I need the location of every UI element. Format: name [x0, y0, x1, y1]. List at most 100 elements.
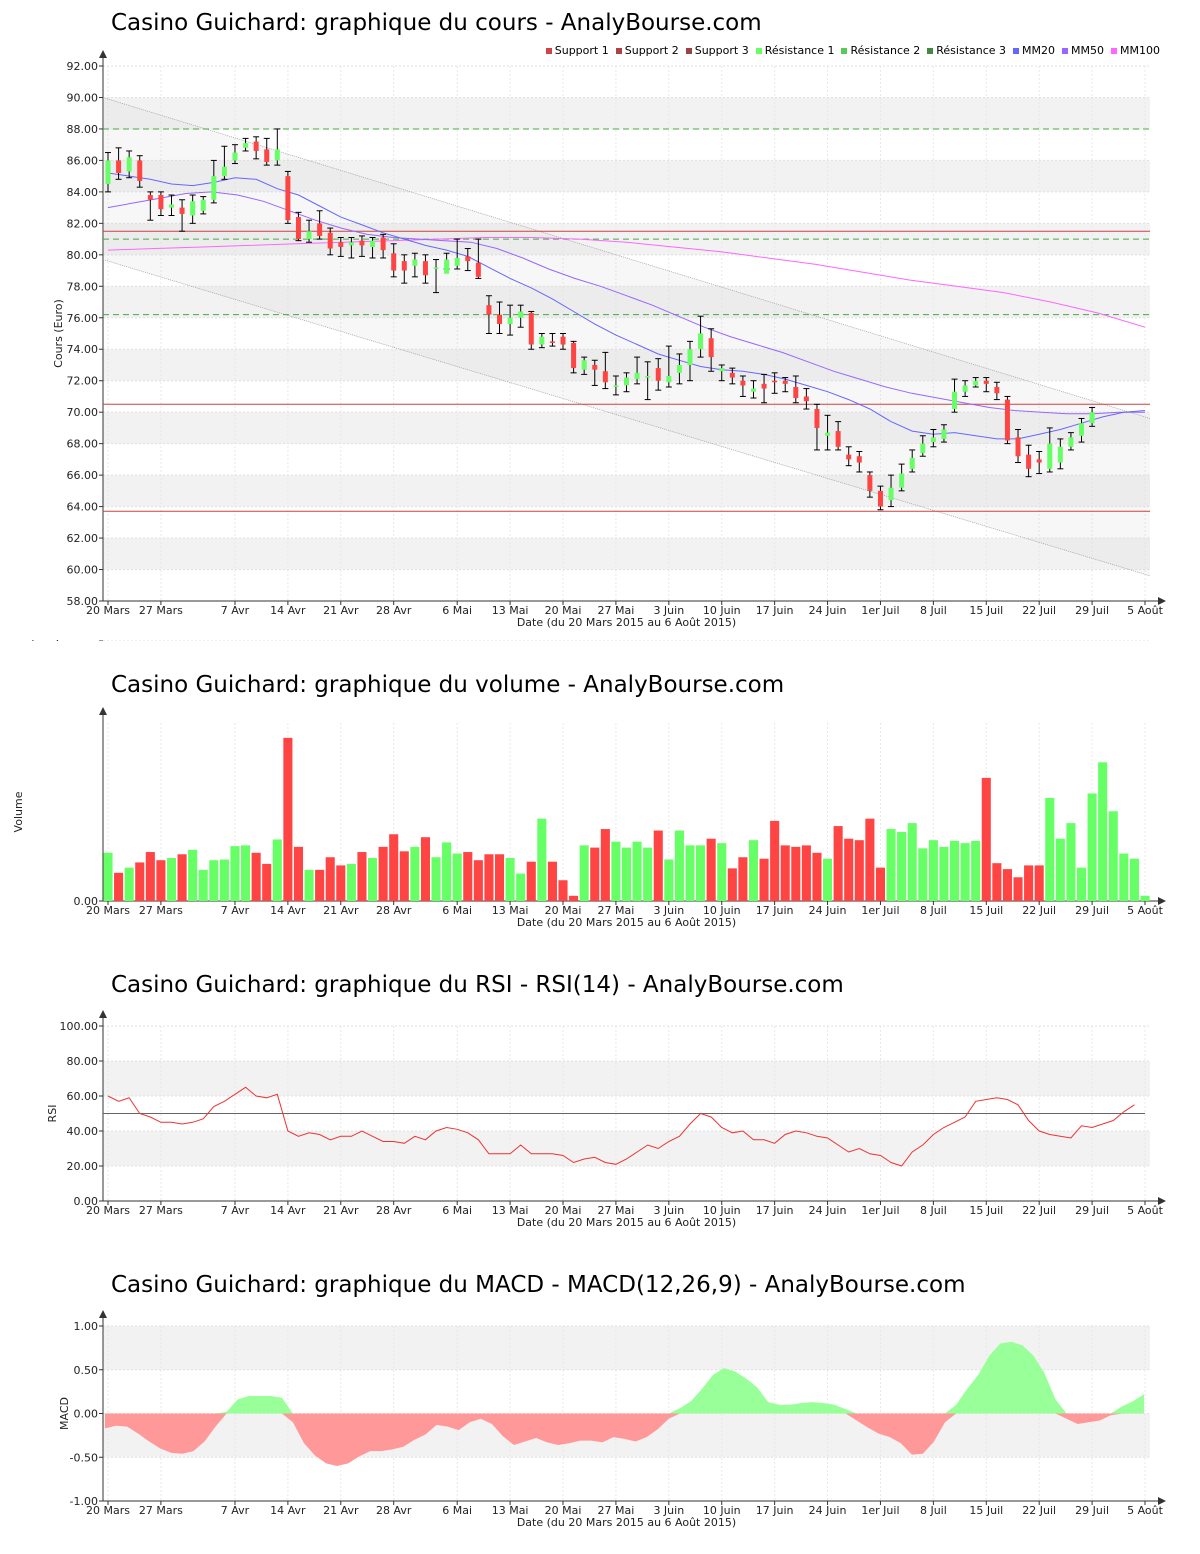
y-tick-label: 64.00 — [67, 501, 99, 514]
x-tick-label: 5 Août — [1127, 604, 1164, 617]
candle-body — [465, 256, 471, 262]
candle-body — [116, 160, 122, 173]
candle-body — [497, 314, 503, 325]
candle-body — [1089, 412, 1095, 424]
x-tick-label: 1er Juil — [861, 1204, 899, 1217]
x-tick-label: 8 Juil — [920, 1504, 947, 1517]
volume-bar — [505, 857, 515, 901]
y-tick-label: 78.00 — [67, 280, 99, 293]
candle-body — [190, 201, 196, 216]
candle — [951, 378, 958, 413]
x-tick-label: 29 Juil — [1075, 1504, 1109, 1517]
y-tick-label: 76.00 — [67, 312, 99, 325]
x-axis-arrow — [1158, 897, 1166, 905]
y-tick-label: 74.00 — [67, 343, 99, 356]
x-tick-label: 13 Mai — [492, 1504, 529, 1517]
x-tick-label: 5 Août — [1127, 1504, 1164, 1517]
candle — [771, 372, 778, 394]
candle — [221, 145, 228, 180]
volume-bar — [336, 865, 346, 901]
candle — [147, 191, 154, 221]
candle-body — [338, 242, 344, 247]
legend-support-3: Support 3 — [685, 44, 749, 57]
y-tick-label: 92.00 — [67, 60, 99, 73]
candle — [348, 237, 355, 259]
volume-bar — [272, 839, 282, 901]
volume-bar — [780, 845, 790, 901]
trend-channel-fill — [103, 97, 1150, 576]
volume-bar — [727, 868, 737, 901]
y-tick-label: 58.00 — [67, 595, 99, 608]
x-tick-label: 22 Juil — [1022, 904, 1056, 917]
legend-support-1: Support 1 — [545, 44, 609, 57]
volume-bar — [156, 860, 166, 901]
candle — [644, 361, 651, 401]
candle-body — [211, 176, 217, 200]
candle-body — [549, 341, 555, 343]
volume-bar — [706, 838, 716, 901]
candle — [877, 485, 884, 511]
candle-body — [1015, 437, 1021, 457]
volume-bar — [770, 820, 780, 901]
volume-bar — [198, 869, 208, 901]
x-tick-label: 8 Juil — [920, 1204, 947, 1217]
x-tick-label: 15 Juil — [969, 904, 1003, 917]
x-tick-label: 7 Avr — [221, 904, 250, 917]
candle — [940, 424, 947, 443]
candle — [433, 259, 440, 294]
volume-bar — [738, 857, 748, 901]
y-axis-label: Cours (Euro) — [52, 299, 65, 368]
volume-bar — [283, 737, 293, 901]
legend-resistance-3: Résistance 3 — [927, 44, 1006, 57]
x-tick-label: 6 Mai — [442, 1504, 472, 1517]
candle-body — [983, 380, 989, 384]
volume-chart-title: Casino Guichard: graphique du volume - A… — [111, 672, 785, 698]
x-axis-label: Date (du 20 Mars 2015 au 6 Août 2015) — [517, 916, 736, 929]
candle-body — [422, 261, 428, 276]
candle-body — [655, 368, 661, 381]
candle — [1015, 428, 1022, 464]
x-tick-label: 29 Juil — [1075, 1204, 1109, 1217]
volume-bar — [939, 846, 949, 901]
x-axis-label: Date (du 20 Mars 2015 au 6 Août 2015) — [517, 1216, 736, 1229]
y-tick-label: 100.00 — [60, 1020, 99, 1033]
legend-label: Support 2 — [624, 44, 679, 57]
x-tick-label: 28 Avr — [376, 1504, 412, 1517]
grid-band — [103, 1061, 1150, 1096]
candle — [549, 333, 556, 347]
candle-body — [941, 429, 947, 439]
x-tick-label: 1er Juil — [861, 1504, 899, 1517]
legend-resistance-2: Résistance 2 — [841, 44, 920, 57]
candle-body — [571, 342, 577, 369]
y-tick-label: 70.00 — [67, 406, 99, 419]
x-tick-label: 14 Avr — [270, 904, 306, 917]
volume-bar — [1129, 858, 1139, 901]
candle-body — [846, 454, 852, 460]
volume-bar — [696, 845, 706, 901]
candle-body — [433, 267, 439, 269]
candle-body — [147, 195, 153, 200]
x-tick-label: 17 Juin — [756, 904, 794, 917]
candle-body — [295, 217, 301, 240]
candle-body — [380, 237, 386, 251]
y-tick-label: 90.00 — [67, 91, 99, 104]
volume-bar — [389, 834, 399, 901]
volume-bar — [145, 852, 155, 901]
volume-bar — [664, 859, 674, 901]
candle — [253, 136, 260, 160]
volume-bar — [378, 846, 388, 901]
y-tick-label: 86.00 — [67, 154, 99, 167]
x-tick-label: 10 Juin — [703, 1204, 741, 1217]
candle-body — [560, 336, 566, 345]
x-tick-label: 15 Juil — [969, 604, 1003, 617]
x-tick-label: 17 Juin — [756, 1204, 794, 1217]
y-tick-label: 80.00 — [67, 249, 99, 262]
x-tick-label: 3 Juin — [653, 1504, 684, 1517]
candle-body — [1004, 399, 1010, 441]
candle — [390, 243, 397, 278]
macd-negative-area — [105, 1413, 1144, 1466]
y-tick-label: 62.00 — [67, 532, 99, 545]
x-tick-label: 21 Avr — [323, 1504, 359, 1517]
candle-body — [952, 391, 958, 410]
candle-body — [676, 364, 682, 373]
